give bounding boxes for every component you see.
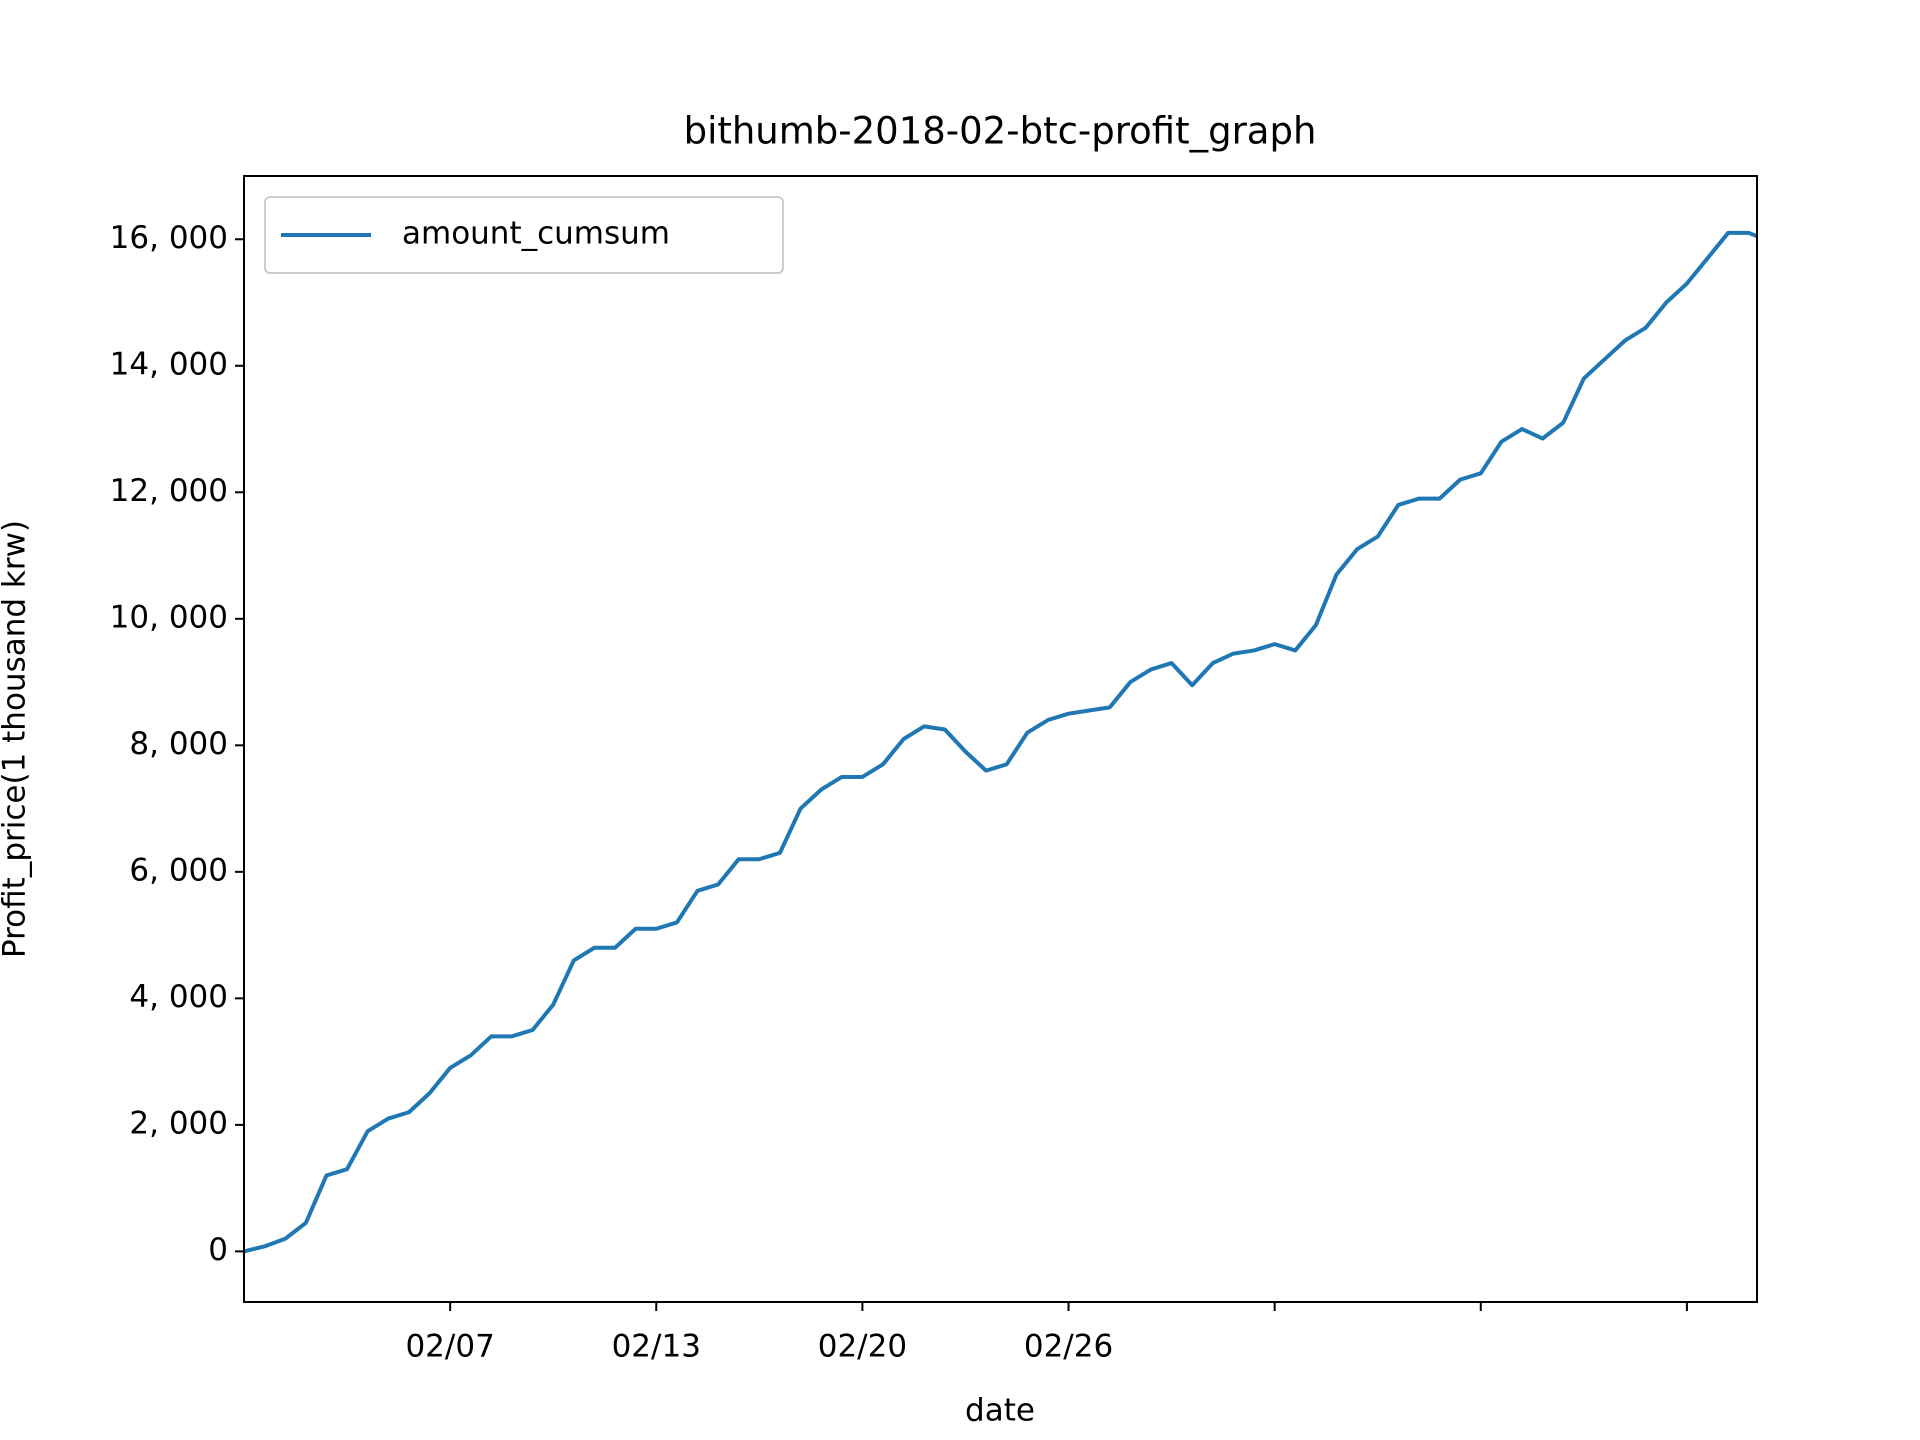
series-line [243,230,1758,1254]
x-tick-label: 02/13 [612,1329,701,1365]
x-tick-label: 02/20 [818,1329,907,1365]
plot-frame [243,175,1758,1303]
y-tick-label: 8, 000 [129,726,228,762]
y-tick-label: 6, 000 [129,852,228,888]
y-axis-label: Profit_price(1 thousand krw) [0,520,33,958]
chart-title: bithumb-2018-02-btc-profit_graph [684,110,1317,153]
y-tick-label: 4, 000 [129,979,228,1015]
x-tick-label: 02/07 [405,1329,494,1365]
y-tick-label: 10, 000 [110,599,228,635]
y-tick-label: 12, 000 [110,473,228,509]
y-tick-label: 0 [208,1232,228,1268]
legend-label: amount_cumsum [402,216,670,252]
y-tick-label: 14, 000 [110,346,228,382]
y-tick-label: 16, 000 [110,220,228,256]
x-axis-label: date [965,1393,1035,1429]
legend-box [264,196,784,274]
y-tick-label: 2, 000 [129,1105,228,1141]
x-tick-label: 02/26 [1024,1329,1113,1365]
